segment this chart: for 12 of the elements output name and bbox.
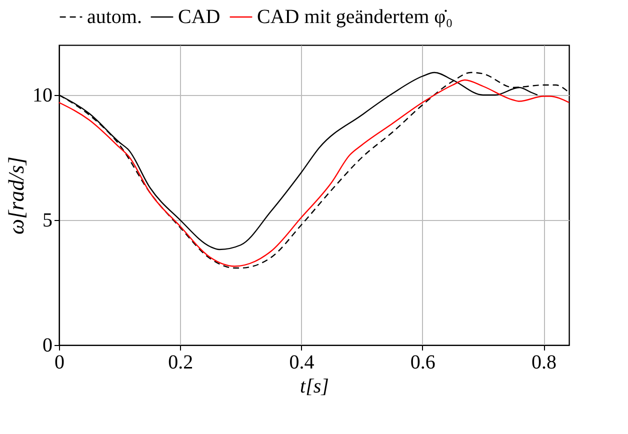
x-tick-label: 0.4 — [289, 352, 314, 374]
x-tick-label: 0.2 — [168, 352, 194, 374]
legend-label: CAD — [178, 6, 220, 28]
legend-label: CAD mit geändertem φ̇₀ — [257, 6, 453, 28]
x-axis-title: t[s] — [300, 376, 329, 398]
y-tick-label: 10 — [32, 84, 52, 106]
y-tick-label: 0 — [42, 334, 52, 356]
y-axis-title: ω[rad/s] — [4, 156, 28, 234]
legend-label: autom. — [87, 6, 142, 28]
y-tick-label: 5 — [42, 210, 52, 232]
x-tick-label: 0.8 — [532, 352, 557, 374]
x-tick-label: 0.6 — [410, 352, 436, 374]
